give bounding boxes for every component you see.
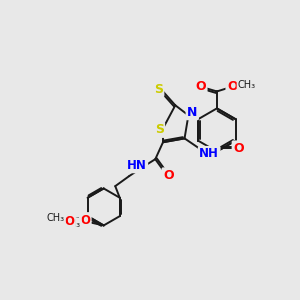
Text: CH₃: CH₃ bbox=[46, 213, 64, 223]
Text: O: O bbox=[64, 215, 74, 228]
Text: O: O bbox=[195, 80, 206, 92]
Text: S: S bbox=[154, 82, 163, 96]
Text: CH₃: CH₃ bbox=[62, 219, 80, 229]
Text: HN: HN bbox=[127, 159, 147, 172]
Text: O: O bbox=[163, 169, 174, 182]
Text: CH₃: CH₃ bbox=[238, 80, 256, 90]
Text: S: S bbox=[154, 123, 164, 136]
Text: O: O bbox=[80, 214, 90, 226]
Text: N: N bbox=[187, 106, 197, 119]
Text: O: O bbox=[227, 80, 238, 92]
Text: NH: NH bbox=[199, 147, 219, 160]
Text: O: O bbox=[233, 142, 244, 155]
